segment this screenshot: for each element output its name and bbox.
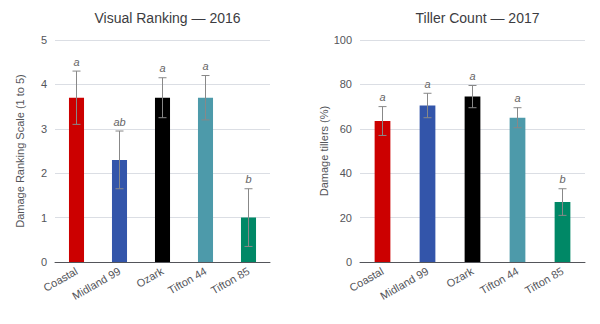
svg-text:Tifton 85: Tifton 85: [209, 265, 252, 297]
svg-text:Visual Ranking — 2016: Visual Ranking — 2016: [94, 10, 240, 26]
svg-text:60: 60: [340, 123, 352, 135]
svg-text:a: a: [159, 62, 165, 74]
svg-text:Coastal: Coastal: [347, 265, 385, 294]
svg-text:a: a: [424, 78, 430, 90]
svg-text:Midland 99: Midland 99: [70, 265, 123, 302]
svg-text:1: 1: [41, 212, 47, 224]
svg-text:80: 80: [340, 78, 352, 90]
svg-text:0: 0: [41, 256, 47, 268]
svg-text:Damage tillers (%): Damage tillers (%): [318, 106, 330, 196]
svg-text:100: 100: [334, 34, 352, 46]
svg-text:Ozark: Ozark: [134, 265, 166, 290]
svg-text:40: 40: [340, 167, 352, 179]
svg-text:Tifton 44: Tifton 44: [166, 265, 209, 297]
svg-text:3: 3: [41, 123, 47, 135]
svg-text:a: a: [202, 60, 208, 72]
svg-text:Coastal: Coastal: [41, 264, 80, 294]
svg-text:2: 2: [41, 167, 47, 179]
svg-text:Ozark: Ozark: [444, 265, 476, 290]
svg-text:Tiller Count — 2017: Tiller Count — 2017: [416, 10, 540, 26]
svg-text:b: b: [245, 173, 251, 185]
svg-text:ab: ab: [113, 116, 125, 128]
svg-text:Tifton 44: Tifton 44: [478, 265, 521, 297]
svg-text:4: 4: [41, 78, 47, 90]
svg-text:a: a: [514, 92, 520, 104]
svg-text:a: a: [73, 56, 79, 68]
svg-text:5: 5: [41, 34, 47, 46]
svg-text:Midland 99: Midland 99: [378, 265, 431, 302]
svg-text:a: a: [469, 70, 475, 82]
svg-text:Damage Ranking Scale (1 to 5): Damage Ranking Scale (1 to 5): [14, 74, 26, 227]
svg-text:Tifton 85: Tifton 85: [523, 265, 566, 297]
svg-text:a: a: [379, 91, 385, 103]
svg-text:b: b: [559, 173, 565, 185]
svg-text:20: 20: [340, 212, 352, 224]
svg-text:0: 0: [346, 256, 352, 268]
